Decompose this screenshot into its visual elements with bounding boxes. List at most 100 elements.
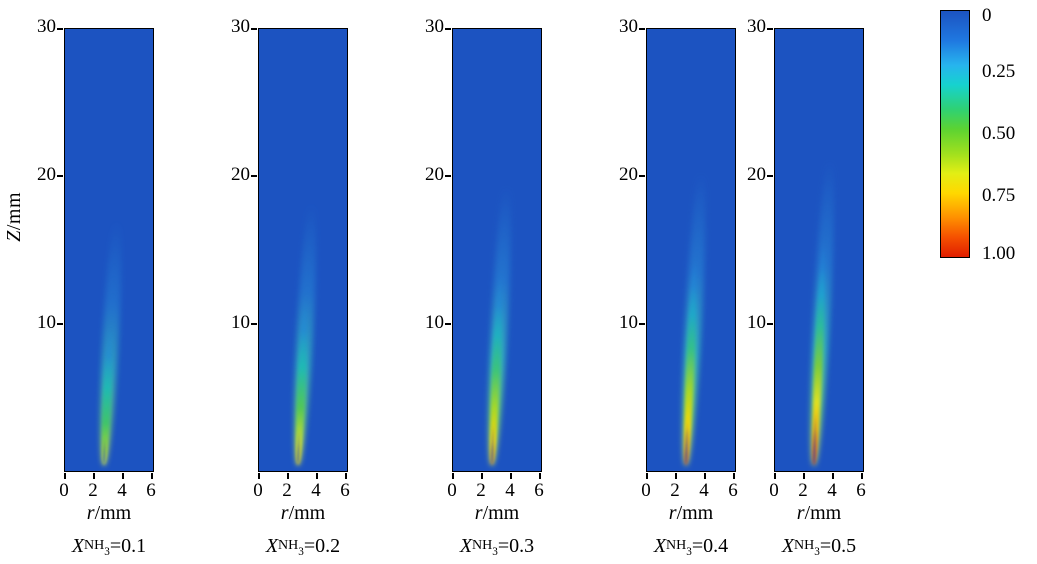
x-axis-label: r/mm [64, 502, 154, 524]
y-tick-label: 10 [619, 312, 638, 333]
caption-symbol: X [459, 535, 473, 557]
x-tick-mark [316, 473, 318, 479]
y-tick-mark [251, 323, 257, 325]
x-tick-label: 0 [769, 480, 779, 501]
x-tick-label: 2 [798, 480, 808, 501]
plot-area [445, 28, 542, 479]
colorbar-gradient [940, 10, 970, 258]
x-tick-mark [539, 473, 541, 479]
x-tick-mark [93, 473, 95, 479]
x-tick-mark [122, 473, 124, 479]
heatmap-field [453, 29, 541, 471]
y-tick-mark [445, 323, 451, 325]
x-tick-label: 0 [447, 480, 457, 501]
x-axis-ticks: 0 2 4 6 [447, 480, 544, 502]
x-tick-mark [151, 473, 153, 479]
x-tick-label: 4 [311, 480, 321, 501]
panel-caption: X NH3 =0.4 [646, 534, 736, 564]
caption-value: =0.1 [109, 535, 147, 557]
heatmap-field [65, 29, 153, 471]
x-tick-label: 2 [670, 480, 680, 501]
x-tick-mark [704, 473, 706, 479]
colorbar-tick-label: 1.00 [982, 243, 1016, 264]
y-tick-mark [251, 28, 257, 30]
colorbar: 0 0.25 0.50 0.75 1.00 [940, 5, 1030, 264]
x-tick-label: 6 [534, 480, 544, 501]
x-tick-mark [832, 473, 834, 479]
y-tick-label: 20 [231, 164, 250, 185]
colorbar-tick-label: 0.50 [982, 123, 1016, 144]
y-axis-label-unit: /mm [3, 192, 25, 231]
x-axis-ticks: 0 2 4 6 [641, 480, 738, 502]
caption-subscript: NH3 [472, 538, 498, 558]
y-tick-label: 20 [747, 164, 766, 185]
x-tick-mark [452, 473, 454, 479]
plot-area [639, 28, 736, 479]
x-tick-mark [774, 473, 776, 479]
caption-symbol: X [71, 535, 85, 557]
x-axis-label-symbol: r [668, 502, 677, 524]
x-tick-mark [861, 473, 863, 479]
x-axis-label-symbol: r [474, 502, 483, 524]
x-tick-label: 6 [340, 480, 350, 501]
heatmap-panel-xnh3-0-3: 30 20 10 0 2 4 6 r/mm X NH3 =0.3 [414, 10, 544, 564]
x-axis-label: r/mm [258, 502, 348, 524]
panel-caption: X NH3 =0.5 [774, 534, 864, 564]
y-tick-mark [445, 28, 451, 30]
x-axis-label-symbol: r [280, 502, 289, 524]
caption-value: =0.5 [819, 535, 857, 557]
x-axis-ticks: 0 2 4 6 [253, 480, 350, 502]
caption-value: =0.2 [303, 535, 341, 557]
heatmap-panel-xnh3-0-1: 30 20 10 0 2 4 6 r/mm X NH3 =0.1 [26, 10, 156, 564]
caption-subscript: NH3 [794, 538, 820, 558]
heatmap-panel-xnh3-0-2: 30 20 10 0 2 4 6 r/mm X NH3 =0.2 [220, 10, 350, 564]
x-tick-mark [510, 473, 512, 479]
x-tick-mark [345, 473, 347, 479]
y-tick-label: 30 [231, 16, 250, 37]
heatmap-field [647, 29, 735, 471]
x-tick-mark [803, 473, 805, 479]
y-tick-mark [767, 323, 773, 325]
heatmap-field [259, 29, 347, 471]
x-axis-label-unit: /mm [94, 502, 132, 524]
y-tick-label: 20 [37, 164, 56, 185]
panel-caption: X NH3 =0.1 [64, 534, 154, 564]
x-tick-label: 6 [856, 480, 866, 501]
caption-subscript: NH3 [84, 538, 110, 558]
caption-symbol: X [781, 535, 795, 557]
caption-symbol: X [265, 535, 279, 557]
y-tick-label: 10 [37, 312, 56, 333]
x-axis-ticks: 0 2 4 6 [59, 480, 156, 502]
x-tick-label: 4 [505, 480, 515, 501]
x-tick-label: 4 [827, 480, 837, 501]
x-tick-label: 0 [253, 480, 263, 501]
x-tick-label: 4 [699, 480, 709, 501]
y-tick-mark [767, 175, 773, 177]
caption-value: =0.4 [691, 535, 729, 557]
y-tick-label: 10 [425, 312, 444, 333]
y-axis-label: Z/mm [3, 192, 26, 242]
plot-area [57, 28, 154, 479]
x-tick-mark [64, 473, 66, 479]
y-tick-label: 30 [37, 16, 56, 37]
x-tick-label: 2 [282, 480, 292, 501]
y-tick-mark [639, 323, 645, 325]
x-axis-label-unit: /mm [482, 502, 520, 524]
x-tick-label: 2 [476, 480, 486, 501]
caption-subscript: NH3 [278, 538, 304, 558]
panel-caption: X NH3 =0.3 [452, 534, 542, 564]
heatmap-field [775, 29, 863, 471]
y-tick-mark [445, 175, 451, 177]
x-tick-mark [733, 473, 735, 479]
caption-subscript: NH3 [666, 538, 692, 558]
y-tick-label: 20 [425, 164, 444, 185]
x-tick-mark [481, 473, 483, 479]
y-tick-label: 30 [747, 16, 766, 37]
panel-caption: X NH3 =0.2 [258, 534, 348, 564]
x-tick-mark [258, 473, 260, 479]
x-axis-ticks: 0 2 4 6 [769, 480, 866, 502]
x-tick-label: 0 [59, 480, 69, 501]
x-axis-label-symbol: r [86, 502, 95, 524]
plot-area [251, 28, 348, 479]
